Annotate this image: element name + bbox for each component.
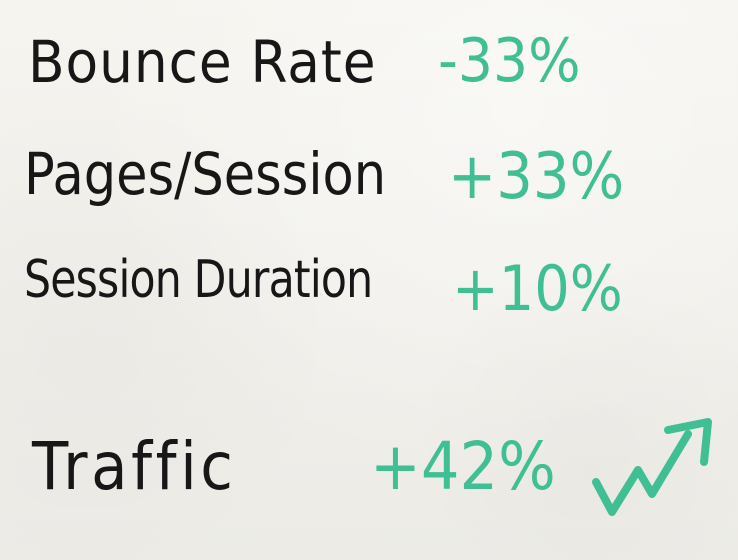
up-arrow-trend-icon [592,418,712,516]
metric-label: Pages/Session [24,140,387,208]
metric-row-session-duration: Session Duration +10% [0,240,738,330]
metric-row-bounce-rate: Bounce Rate -33% [0,18,738,108]
metric-label: Session Duration [24,250,373,310]
metric-value: -33% [438,26,581,96]
metric-row-pages-per-session: Pages/Session +33% [0,130,738,220]
metric-value: +10% [452,252,623,325]
metric-label: Traffic [32,428,237,505]
metric-value: +42% [370,428,556,505]
metric-value: +33% [448,140,625,214]
metric-label: Bounce Rate [28,28,377,96]
metric-row-traffic: Traffic +42% [0,410,738,505]
